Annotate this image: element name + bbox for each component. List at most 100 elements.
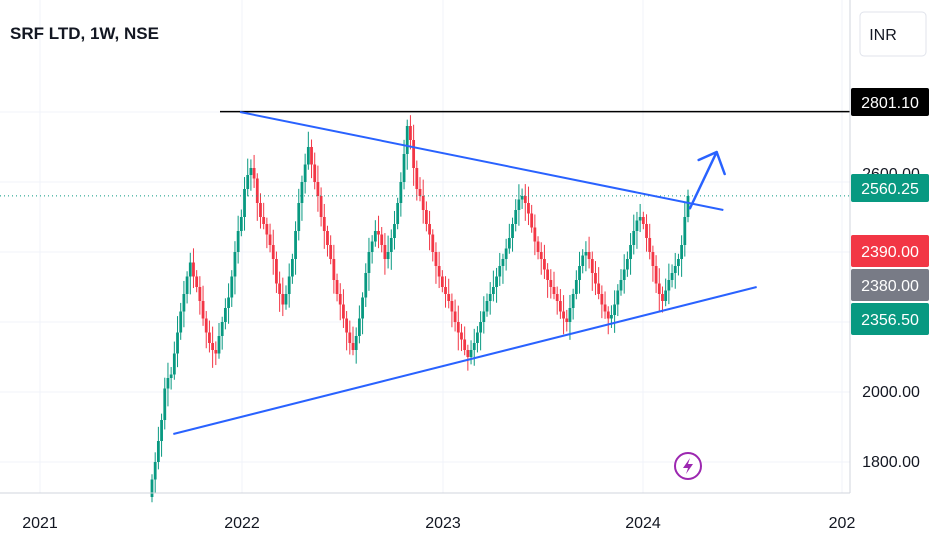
x-axis-ticks: 2021 2022 2023 2024 202	[22, 515, 855, 532]
candle	[578, 251, 581, 294]
candle	[683, 202, 687, 257]
candle	[600, 285, 604, 319]
candle	[364, 263, 368, 307]
svg-text:2390.00: 2390.00	[861, 244, 919, 261]
candle	[495, 267, 498, 303]
candle	[313, 152, 317, 190]
candle	[488, 282, 492, 315]
candle	[389, 229, 393, 270]
candle	[278, 271, 282, 312]
candle	[437, 251, 441, 289]
currency-button[interactable]: INR	[859, 11, 927, 57]
candle	[348, 320, 352, 355]
candle	[472, 328, 476, 366]
candle	[424, 201, 428, 232]
candle	[453, 299, 457, 332]
candle	[306, 131, 310, 170]
candle	[616, 284, 620, 317]
breakout-arrow	[688, 150, 726, 210]
candle	[447, 278, 451, 309]
candle	[198, 276, 202, 315]
candle	[303, 153, 307, 194]
candle	[294, 221, 297, 275]
candle	[431, 229, 435, 262]
candle	[265, 217, 269, 249]
candle	[456, 305, 460, 351]
x-tick-label: 202	[829, 515, 856, 532]
candle	[574, 270, 578, 300]
candle	[204, 311, 208, 349]
grid	[0, 0, 850, 493]
candle	[440, 270, 444, 293]
candle	[520, 188, 524, 209]
candle	[150, 474, 154, 503]
candle	[476, 326, 479, 353]
candle	[243, 177, 246, 231]
candle	[290, 253, 294, 284]
candle	[565, 309, 569, 332]
candle	[673, 252, 677, 289]
candle	[412, 124, 416, 186]
candle	[409, 115, 412, 150]
candle	[638, 203, 642, 233]
candle	[632, 214, 636, 255]
candle	[482, 296, 486, 334]
candle	[163, 377, 167, 430]
candle	[297, 188, 301, 241]
candle	[444, 276, 447, 308]
candle	[233, 241, 237, 295]
candle	[377, 215, 380, 249]
candle	[504, 238, 508, 271]
currency-label: INR	[869, 27, 897, 44]
candle	[641, 211, 645, 230]
candle	[552, 271, 556, 300]
candle	[316, 165, 320, 212]
candle	[361, 292, 364, 335]
candle	[606, 306, 610, 335]
svg-text:2801.10: 2801.10	[861, 95, 919, 112]
candle	[201, 285, 205, 326]
x-tick-label: 2022	[224, 515, 260, 532]
candle	[686, 189, 690, 223]
candle	[185, 271, 189, 304]
candle	[370, 235, 374, 264]
candle	[188, 252, 192, 295]
candle	[351, 326, 355, 356]
candle	[329, 235, 333, 265]
candle	[450, 293, 454, 328]
candle	[667, 263, 671, 305]
candle	[255, 173, 259, 221]
svg-text:2560.25: 2560.25	[861, 181, 919, 198]
x-tick-label: 2024	[625, 515, 661, 532]
candle	[587, 236, 591, 269]
candle	[284, 285, 288, 310]
candle	[654, 255, 658, 293]
candle	[338, 283, 342, 321]
candle	[511, 217, 514, 252]
candle	[211, 326, 215, 368]
candle	[230, 270, 234, 307]
lightning-icon[interactable]	[674, 452, 702, 480]
chart-title: SRF LTD, 1W, NSE	[10, 24, 159, 43]
candle	[680, 235, 684, 277]
candle	[354, 327, 358, 364]
x-tick-label: 2021	[22, 515, 58, 532]
candle	[310, 139, 313, 179]
price-label-resistance: 2801.10	[851, 88, 929, 116]
candle	[259, 193, 262, 229]
candle	[405, 119, 409, 170]
candle	[383, 233, 387, 275]
candle	[335, 273, 339, 302]
candle	[597, 267, 601, 300]
candle	[345, 311, 349, 351]
candle	[380, 227, 384, 253]
candle	[415, 160, 419, 201]
candle	[584, 241, 588, 272]
candle	[367, 237, 371, 291]
candle	[172, 341, 176, 380]
candle	[613, 290, 617, 333]
candle	[568, 294, 572, 340]
candle	[670, 264, 674, 288]
